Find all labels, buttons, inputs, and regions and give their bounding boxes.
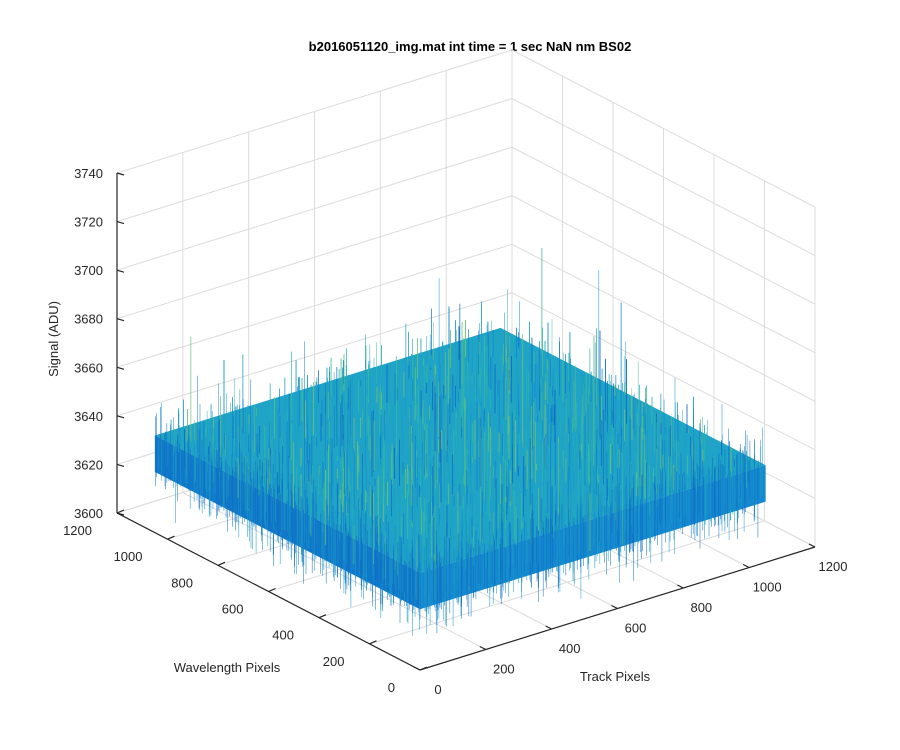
grid-line — [116, 243, 513, 368]
x-tick-label: 1000 — [753, 580, 782, 595]
grid-line — [116, 146, 513, 271]
x-tick-label: 200 — [493, 662, 515, 677]
y-tick-label: 200 — [323, 654, 345, 669]
grid-line — [116, 292, 513, 417]
z-tick-label: 3680 — [74, 312, 103, 327]
grid-line — [511, 146, 816, 305]
z-tick — [116, 269, 125, 273]
grid-line — [511, 98, 816, 257]
grid-line — [369, 520, 765, 645]
y-tick-label: 1200 — [63, 523, 92, 538]
z-tick — [116, 463, 125, 468]
y-tick-label: 400 — [272, 628, 294, 643]
y-tick — [217, 561, 226, 566]
y-tick — [268, 587, 276, 593]
x-tick — [413, 666, 421, 671]
x-tick — [611, 604, 618, 610]
z-tick-label: 3600 — [74, 506, 103, 521]
y-tick-label: 1000 — [114, 549, 143, 564]
y-tick — [318, 614, 327, 619]
z-tick — [116, 366, 125, 370]
x-tick — [742, 563, 750, 569]
x-tick-label: 600 — [625, 621, 647, 636]
y-tick-label: 600 — [222, 602, 244, 617]
grid-line — [116, 98, 513, 223]
grid-line — [116, 195, 513, 320]
x-tick-label: 1200 — [819, 559, 848, 574]
y-tick — [369, 640, 377, 645]
y-axis-label: Wavelength Pixels — [174, 660, 281, 675]
y-tick — [419, 666, 428, 671]
z-tick-label: 3660 — [74, 360, 103, 375]
z-tick — [116, 220, 125, 225]
grid-line — [511, 195, 816, 354]
grid-line — [511, 49, 816, 208]
z-tick-label: 3740 — [74, 166, 103, 181]
z-tick — [116, 512, 125, 516]
z-tick — [116, 318, 125, 322]
surface-layer — [154, 248, 766, 636]
z-tick-label: 3620 — [74, 457, 103, 472]
y-tick-label: 800 — [171, 575, 193, 590]
y-tick — [167, 535, 175, 540]
z-tick-label: 3720 — [74, 215, 103, 230]
z-tick-label: 3640 — [74, 409, 103, 424]
y-tick — [116, 509, 125, 514]
z-tick — [116, 415, 125, 419]
grid-line — [116, 49, 513, 174]
x-tick — [808, 543, 816, 548]
z-tick-label: 3700 — [74, 263, 103, 278]
x-tick — [479, 645, 487, 651]
z-axis-label: Signal (ADU) — [46, 301, 61, 377]
x-tick-label: 400 — [559, 641, 581, 656]
x-tick — [545, 625, 552, 630]
y-tick-label: 0 — [388, 680, 395, 695]
grid-line — [511, 243, 816, 402]
x-tick — [677, 584, 684, 589]
x-axis-label: Track Pixels — [580, 669, 651, 684]
x-tick-label: 0 — [434, 682, 441, 697]
ticks-layer: 0 200 400 600 800 1000 1200 0 200 400 600 800 1000 12… — [63, 166, 847, 697]
grid-line — [511, 292, 816, 451]
z-tick — [116, 172, 125, 176]
chart-title: b2016051120_img.mat int time = 1 sec NaN… — [309, 39, 632, 54]
x-tick-label: 800 — [690, 600, 712, 615]
